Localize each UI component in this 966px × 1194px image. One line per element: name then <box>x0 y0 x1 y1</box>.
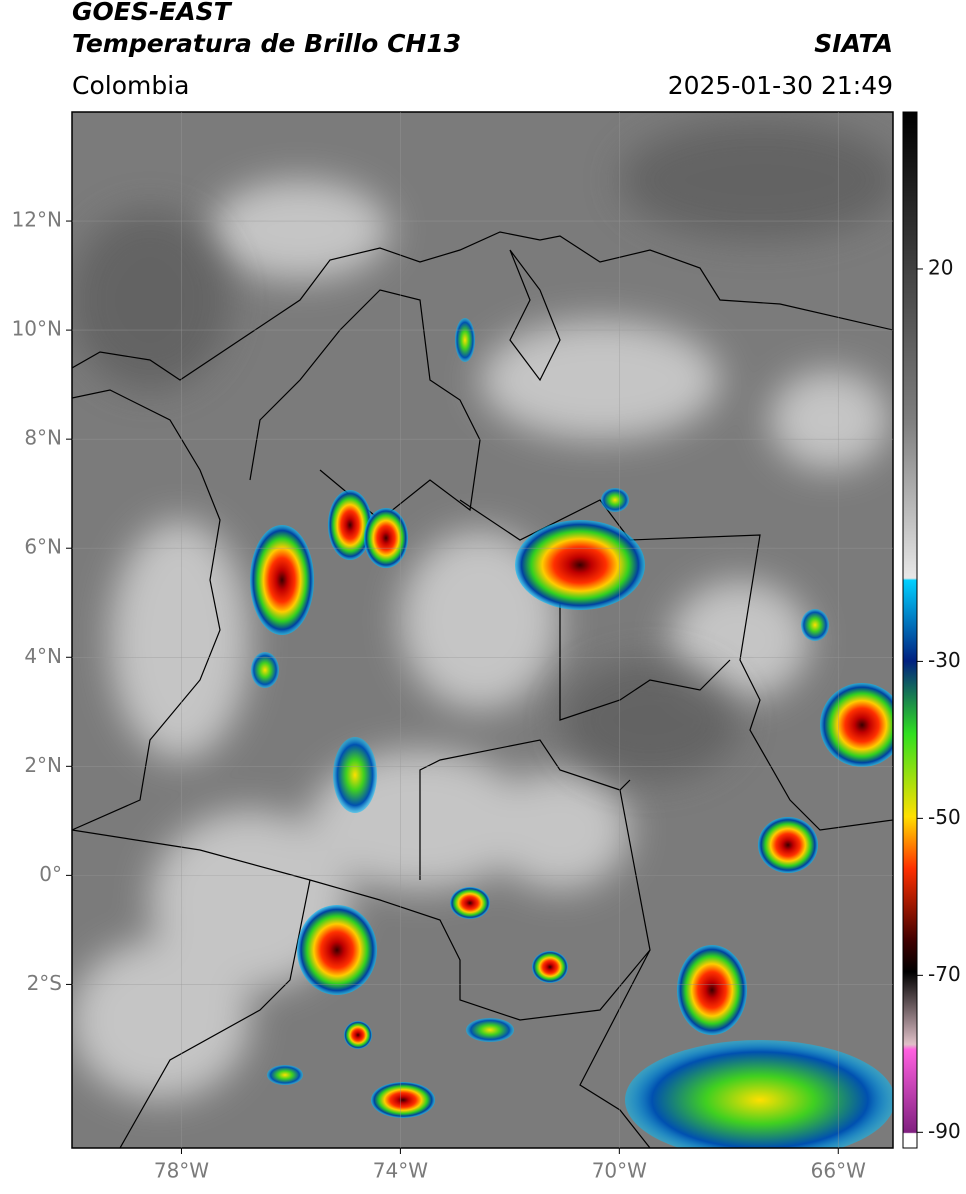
colorbar-tick-label: -50 <box>928 805 961 829</box>
colorbar-tick-label: 20 <box>928 255 953 279</box>
colorbar-tick-label: -70 <box>928 962 961 986</box>
lon-tick-label: 78°W <box>154 1159 209 1183</box>
region: Colombia <box>72 71 189 100</box>
lat-tick-label: 2°S <box>27 971 62 995</box>
lon-tick-label: 74°W <box>373 1159 428 1183</box>
lat-tick-label: 6°N <box>24 535 62 559</box>
lat-tick-label: 0° <box>39 862 62 886</box>
subtitle: Temperatura de Brillo CH13 <box>72 29 461 58</box>
lon-tick-label: 66°W <box>811 1159 866 1183</box>
map-frame <box>71 111 894 1149</box>
lat-tick-label: 10°N <box>12 317 62 341</box>
lat-tick-label: 8°N <box>24 426 62 450</box>
timestamp: 2025-01-30 21:49 <box>668 71 893 100</box>
lat-tick-label: 2°N <box>24 753 62 777</box>
title: GOES-EAST <box>72 0 233 26</box>
lat-tick-label: 12°N <box>12 208 62 232</box>
source: SIATA <box>814 29 893 58</box>
lon-tick-label: 70°W <box>592 1159 647 1183</box>
colorbar <box>902 111 918 1149</box>
colorbar-tick-label: -90 <box>928 1119 961 1143</box>
lat-tick-label: 4°N <box>24 644 62 668</box>
satellite-image <box>72 112 893 1148</box>
colorbar-tick-label: -30 <box>928 648 961 672</box>
